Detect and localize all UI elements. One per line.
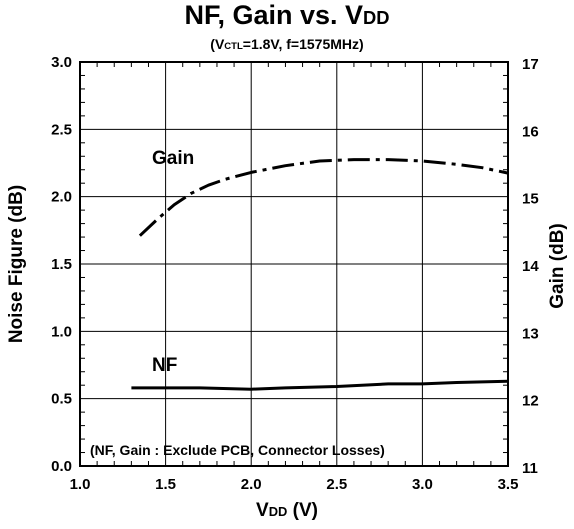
y-right-tick-label: 17 bbox=[522, 56, 539, 73]
y-left-tick-label: 3.0 bbox=[51, 54, 72, 71]
y-left-tick-label: 1.5 bbox=[51, 256, 72, 273]
series-label-gain: Gain bbox=[152, 148, 194, 169]
x-tick-label: 2.5 bbox=[326, 476, 347, 493]
y-right-tick-label: 11 bbox=[522, 460, 538, 477]
chart-annotation: (NF, Gain : Exclude PCB, Connector Losse… bbox=[90, 442, 385, 458]
chart-subtitle: (VCTL=1.8V, f=1575MHz) bbox=[210, 36, 364, 52]
y-right-tick-label: 12 bbox=[522, 393, 539, 410]
y-right-tick-label: 14 bbox=[522, 258, 539, 275]
y-right-tick-label: 16 bbox=[522, 123, 539, 140]
y-axis-left-label: Noise Figure (dB) bbox=[6, 184, 27, 344]
x-axis-label: VDD (V) bbox=[256, 500, 318, 521]
x-tick-label: 1.0 bbox=[70, 476, 91, 493]
y-right-tick-label: 13 bbox=[522, 325, 539, 342]
x-tick-label: 2.0 bbox=[241, 476, 262, 493]
x-tick-label: 3.0 bbox=[412, 476, 433, 493]
series-label-nf: NF bbox=[152, 355, 177, 376]
y-axis-right-label: Gain (dB) bbox=[547, 223, 568, 309]
y-left-tick-label: 2.0 bbox=[51, 189, 72, 206]
series-line-nf bbox=[131, 379, 509, 391]
plot-frame bbox=[79, 61, 509, 467]
y-left-tick-label: 0.5 bbox=[51, 391, 72, 408]
chart-title: NF, Gain vs. VDD bbox=[184, 0, 390, 30]
y-left-tick-label: 0.0 bbox=[51, 458, 72, 475]
y-right-tick-label: 15 bbox=[522, 191, 539, 208]
series-line-gain bbox=[138, 158, 509, 237]
x-tick-label: 1.5 bbox=[155, 476, 176, 493]
x-tick-label: 3.5 bbox=[498, 476, 519, 493]
y-left-tick-label: 1.0 bbox=[51, 323, 72, 340]
y-left-tick-label: 2.5 bbox=[51, 121, 72, 138]
